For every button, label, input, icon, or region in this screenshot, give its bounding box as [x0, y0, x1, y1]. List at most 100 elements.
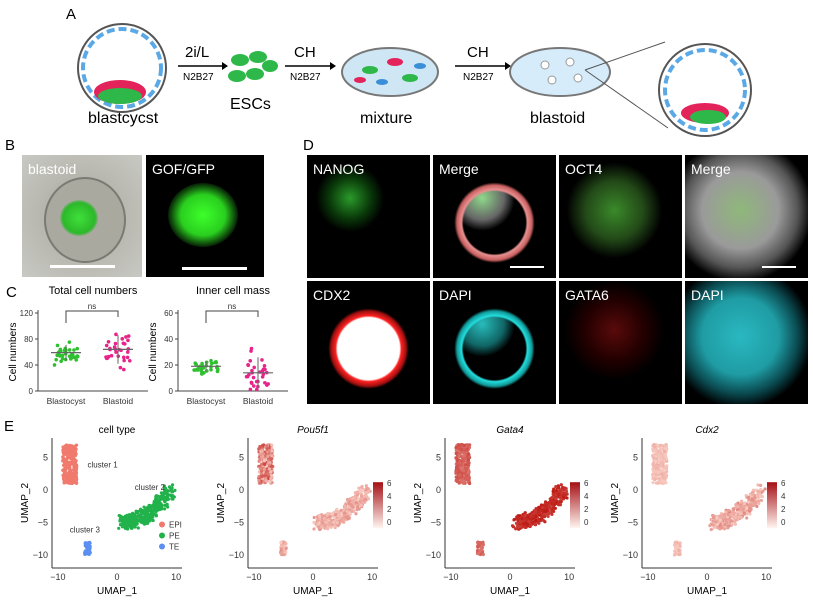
cell-point: [466, 471, 470, 475]
data-point: [209, 367, 213, 372]
scale-bar: [182, 267, 247, 270]
cell-point: [734, 513, 738, 517]
data-point: [104, 343, 109, 348]
cell-point: [557, 493, 561, 497]
cell-point: [74, 472, 78, 476]
cell-point: [270, 443, 274, 447]
cell-point: [269, 470, 273, 474]
cell-point: [537, 518, 541, 523]
cell-point: [330, 512, 334, 516]
cell-point: [323, 523, 327, 528]
cell-point: [136, 514, 140, 518]
cell-point: [342, 513, 346, 518]
tile-label: GOF/GFP: [152, 161, 215, 177]
x-tick-label: 10: [171, 572, 181, 582]
y-tick-label: −5: [38, 518, 48, 528]
cell-point: [126, 524, 130, 528]
cell-point: [746, 495, 751, 500]
y-axis-label: Cell numbers: [148, 323, 159, 382]
cell-point: [534, 506, 538, 511]
cell-point: [463, 476, 467, 480]
y-tick-label: 0: [436, 485, 441, 495]
cell-point: [262, 467, 266, 471]
cell-point: [462, 443, 467, 447]
cell-point: [678, 544, 682, 548]
cell-point: [61, 445, 65, 449]
cell-point: [355, 508, 359, 512]
stage-blastoid: blastoid: [530, 110, 586, 127]
cell-point: [539, 503, 544, 507]
cell-point: [167, 485, 172, 489]
cell-point: [664, 444, 668, 448]
cell-point: [345, 515, 349, 520]
cell-point: [61, 455, 65, 459]
x-tick-label: Blastoid: [243, 396, 274, 406]
cell-point: [75, 463, 79, 467]
umap-title: Pou5f1: [297, 425, 329, 436]
esc-cells-icon: [228, 51, 278, 82]
cell-point: [481, 552, 485, 557]
cell-point: [348, 497, 352, 501]
cell-point: [342, 511, 347, 515]
panel-b-label: B: [5, 137, 16, 154]
cell-point: [146, 519, 150, 523]
step3-condition: CH: [467, 44, 489, 61]
cell-point: [711, 519, 715, 523]
cell-point: [657, 449, 661, 453]
cell-point: [514, 521, 519, 525]
cell-point: [660, 460, 664, 464]
data-point: [55, 343, 60, 348]
cell-point: [318, 517, 322, 521]
cell-point: [119, 514, 123, 519]
cell-point: [652, 469, 656, 473]
cell-point: [458, 474, 462, 478]
cell-point: [719, 512, 724, 516]
cell-point: [651, 476, 655, 481]
panel-a-label: A: [66, 6, 77, 23]
cell-point: [523, 513, 527, 517]
data-point: [122, 358, 126, 363]
data-point: [214, 359, 218, 364]
cell-point: [165, 492, 169, 496]
cell-point: [526, 515, 530, 519]
x-axis-label: UMAP_1: [687, 586, 727, 597]
cell-point: [83, 552, 87, 557]
step3-medium: N2B27: [463, 72, 494, 83]
cell-point: [543, 520, 547, 524]
cell-point: [365, 491, 369, 495]
cell-point: [468, 481, 472, 486]
cell-point: [454, 478, 458, 482]
cell-point: [164, 487, 168, 491]
cell-point: [734, 518, 738, 522]
cell-point: [461, 450, 465, 454]
y-tick-label: 40: [164, 335, 173, 344]
cell-point: [521, 525, 525, 529]
cell-point: [166, 505, 170, 509]
cell-point: [723, 523, 727, 527]
cell-point: [66, 449, 70, 453]
cell-point: [62, 452, 66, 457]
data-point: [209, 361, 214, 366]
cell-point: [455, 457, 459, 461]
cell-point: [663, 454, 668, 459]
color-scale-bar: [373, 482, 383, 529]
cell-point: [317, 514, 322, 518]
cell-point: [267, 451, 271, 455]
significance-bracket: [65, 310, 119, 323]
cell-point: [559, 495, 563, 500]
cell-point: [359, 503, 363, 508]
cell-point: [73, 480, 77, 484]
y-tick-label: 20: [164, 361, 173, 370]
legend-swatch: [159, 521, 165, 528]
x-tick-label: −10: [640, 572, 655, 582]
data-point: [126, 338, 130, 343]
data-point: [125, 355, 130, 360]
color-scale-bar: [767, 482, 777, 529]
y-tick-label: 0: [633, 485, 638, 495]
cell-point: [537, 521, 541, 525]
cell-point: [651, 481, 655, 485]
cell-point: [328, 515, 332, 519]
cell-point: [157, 498, 161, 502]
cell-point: [279, 548, 283, 552]
data-point: [113, 341, 118, 346]
